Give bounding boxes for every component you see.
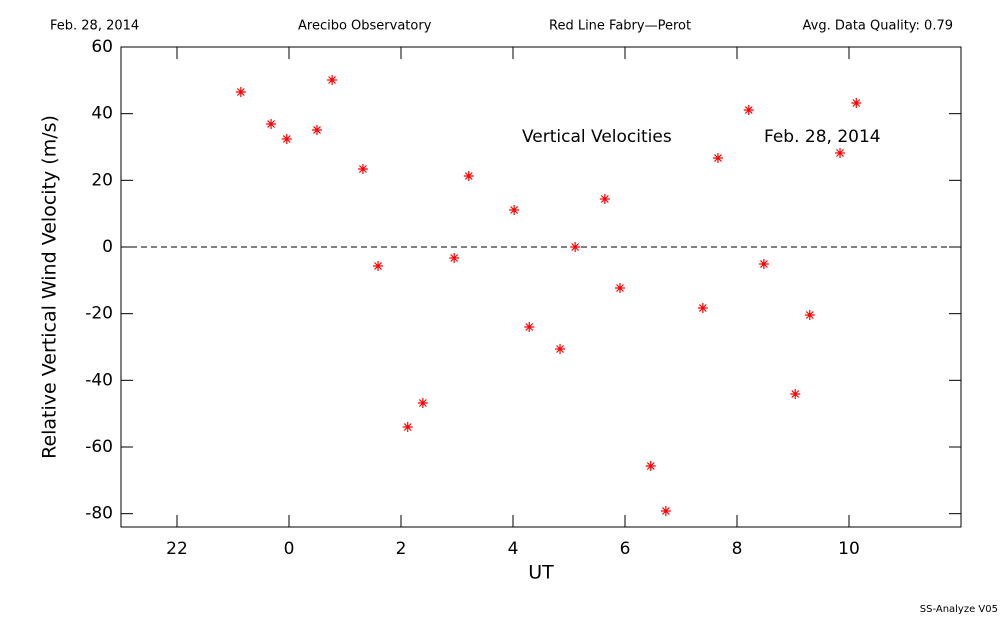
point <box>835 148 846 158</box>
x-tick-label: 0 <box>284 539 295 559</box>
footer: SS-Analyze V05 <box>920 604 998 615</box>
point <box>509 205 520 215</box>
point <box>743 105 754 115</box>
x-tick-label: 6 <box>620 539 631 559</box>
point <box>851 98 862 108</box>
point <box>697 303 708 313</box>
annotation: Vertical Velocities <box>522 127 672 147</box>
point <box>449 253 460 263</box>
y-tick-label: -40 <box>85 370 113 390</box>
point <box>790 389 801 399</box>
point <box>266 119 277 129</box>
header-date: Feb. 28, 2014 <box>50 19 139 34</box>
x-tick-label: 10 <box>838 539 860 559</box>
point <box>402 422 413 432</box>
x-tick-label: 2 <box>396 539 407 559</box>
point <box>758 259 769 269</box>
x-axis-label: UT <box>528 562 554 584</box>
point <box>235 87 246 97</box>
point <box>357 164 368 174</box>
y-tick-label: -20 <box>85 304 113 324</box>
point <box>417 398 428 408</box>
header-site: Arecibo Observatory <box>298 19 432 34</box>
point <box>312 125 322 135</box>
x-tick-label: 22 <box>166 539 188 559</box>
point <box>373 261 384 271</box>
point <box>463 171 474 181</box>
point <box>804 310 815 320</box>
y-tick-label: -60 <box>85 437 113 457</box>
header-instrument: Red Line Fabry—Perot <box>549 19 691 34</box>
point <box>712 153 723 163</box>
point <box>327 75 338 85</box>
header-quality: Avg. Data Quality: 0.79 <box>803 19 953 34</box>
y-tick-label: 60 <box>91 37 113 57</box>
x-tick-label: 8 <box>732 539 743 559</box>
y-tick-label: -80 <box>85 504 113 524</box>
annotation: Feb. 28, 2014 <box>764 127 881 147</box>
point <box>645 461 656 471</box>
point <box>570 242 581 252</box>
y-tick-label: 20 <box>91 170 113 190</box>
point <box>660 506 671 516</box>
point <box>524 322 535 332</box>
point <box>555 344 566 354</box>
plot-frame <box>120 46 962 528</box>
x-tick-label: 4 <box>508 539 519 559</box>
y-tick-label: 0 <box>102 237 113 257</box>
point <box>614 283 625 293</box>
point <box>281 134 292 144</box>
point <box>599 194 610 204</box>
y-axis-label: Relative Vertical Wind Velocity (m/s) <box>39 115 61 459</box>
y-tick-label: 40 <box>91 104 113 124</box>
